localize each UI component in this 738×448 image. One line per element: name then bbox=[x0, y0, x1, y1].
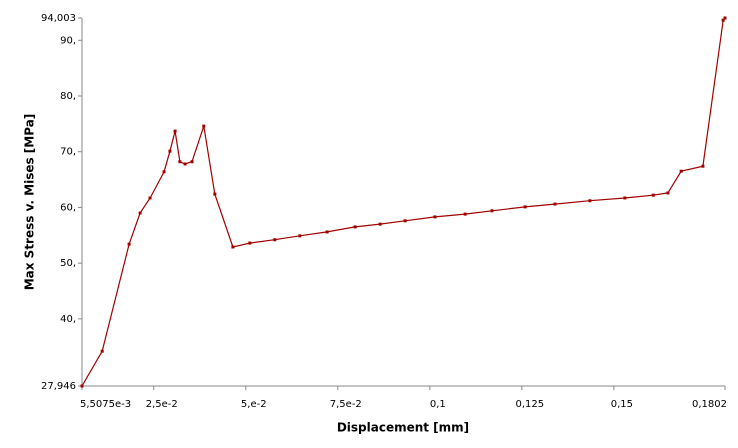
x-tick-label: 5,5075e-3 bbox=[80, 399, 131, 410]
data-point bbox=[666, 191, 670, 195]
data-point bbox=[553, 202, 557, 206]
y-axis-title: Max Stress v. Mises [MPa] bbox=[23, 114, 37, 291]
y-tick-label: 27,946 bbox=[41, 381, 76, 392]
data-point bbox=[723, 16, 727, 20]
data-point bbox=[183, 162, 187, 166]
y-tick-label: 50, bbox=[60, 258, 76, 269]
x-tick-label: 0,125 bbox=[516, 399, 545, 410]
data-point bbox=[173, 129, 177, 133]
data-point bbox=[213, 192, 217, 196]
data-point bbox=[433, 215, 437, 219]
data-point bbox=[100, 349, 104, 353]
data-point bbox=[127, 242, 131, 246]
data-point bbox=[463, 212, 467, 216]
data-point bbox=[298, 234, 302, 238]
data-point bbox=[148, 196, 152, 200]
data-point bbox=[721, 18, 725, 22]
data-point bbox=[168, 149, 172, 153]
y-tick-label: 94,003 bbox=[41, 13, 76, 24]
data-point bbox=[178, 160, 182, 164]
data-point bbox=[248, 241, 252, 245]
y-tick-label: 60, bbox=[60, 202, 76, 213]
data-point bbox=[701, 164, 705, 168]
data-point bbox=[138, 211, 142, 215]
data-point bbox=[202, 124, 206, 128]
series-line bbox=[81, 17, 726, 387]
y-tick-label: 70, bbox=[60, 147, 76, 158]
data-point bbox=[190, 160, 194, 164]
data-point bbox=[623, 196, 627, 200]
data-point bbox=[80, 384, 84, 388]
data-point bbox=[353, 225, 357, 229]
data-point bbox=[162, 170, 166, 174]
x-tick-label: 0,1 bbox=[430, 399, 446, 410]
x-tick-label: 5,e-2 bbox=[241, 399, 267, 410]
x-tick-label: 2,5e-2 bbox=[146, 399, 178, 410]
data-point bbox=[325, 230, 329, 234]
data-point bbox=[231, 245, 235, 249]
y-tick-label: 90, bbox=[60, 35, 76, 46]
x-tick-label: 0,15 bbox=[611, 399, 633, 410]
y-tick-label: 80, bbox=[60, 91, 76, 102]
data-point bbox=[378, 222, 382, 226]
data-point bbox=[588, 199, 592, 203]
data-point bbox=[490, 209, 494, 213]
data-point bbox=[651, 193, 655, 197]
x-tick-label: 0,1802 bbox=[692, 399, 727, 410]
y-tick-label: 40, bbox=[60, 314, 76, 325]
data-point bbox=[523, 205, 527, 209]
data-point bbox=[403, 219, 407, 223]
x-tick-label: 7,5e-2 bbox=[330, 399, 362, 410]
x-axis-title: Displacement [mm] bbox=[337, 421, 469, 435]
data-point bbox=[679, 169, 683, 173]
data-point bbox=[273, 238, 277, 242]
